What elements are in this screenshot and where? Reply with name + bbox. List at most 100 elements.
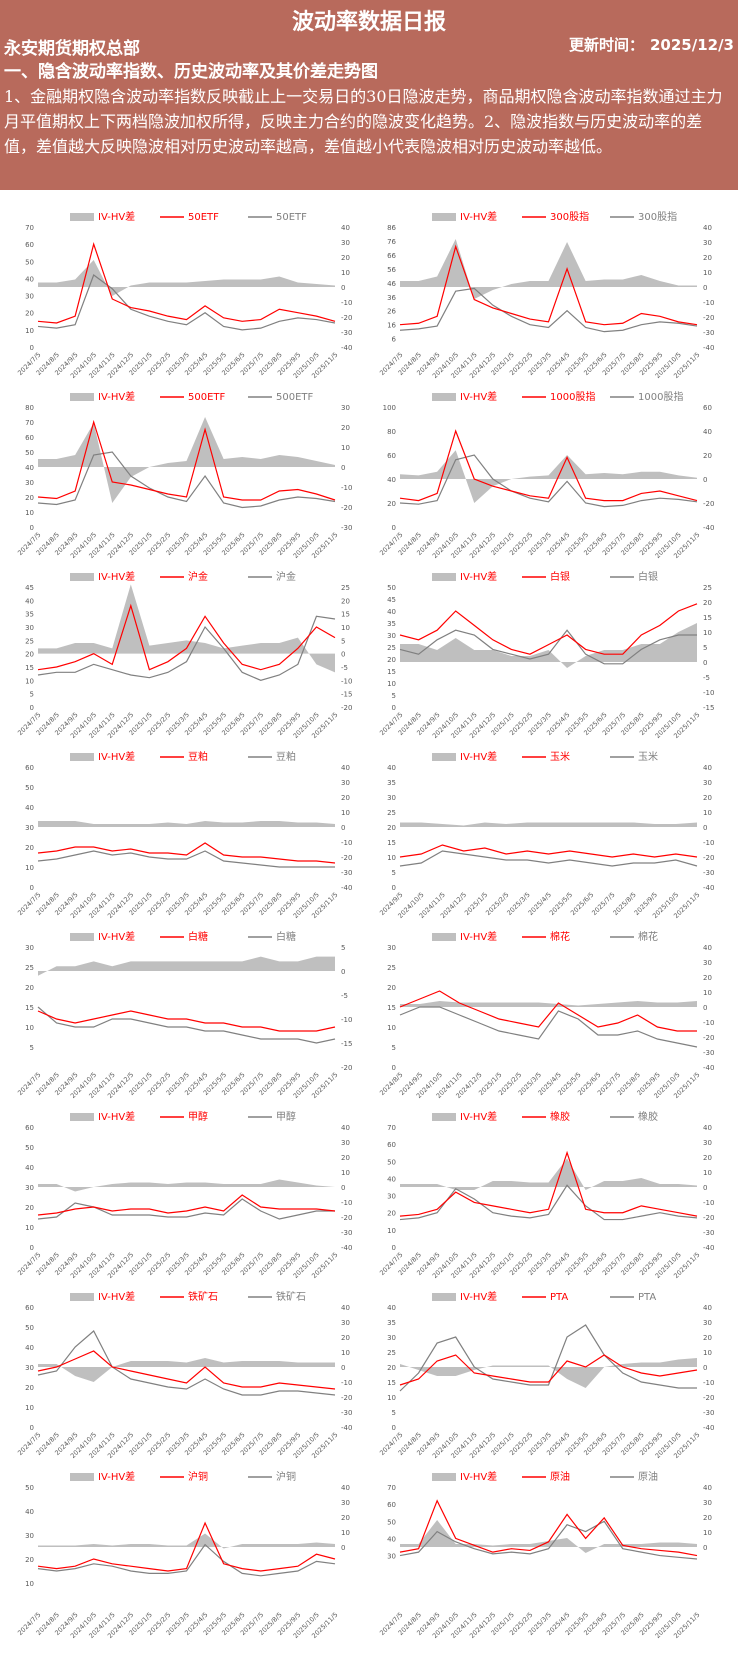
hv-line xyxy=(399,454,698,508)
y2-tick-label: -10 xyxy=(341,484,352,492)
iv-line xyxy=(37,603,336,671)
y2-tick-label: -40 xyxy=(703,884,714,892)
chart-沪铜: 10 20 30 40 50 0 10 20 30 40 2024/7/5 2024/8/5 2024/… xyxy=(10,1465,369,1655)
y-tick-label: 0 xyxy=(30,704,34,712)
y-tick-label: 50 xyxy=(387,584,396,592)
y-tick-label: 30 xyxy=(25,1532,34,1540)
y2-tick-label: 20 xyxy=(341,1514,350,1522)
y2-tick-label: 20 xyxy=(703,794,712,802)
y-tick-label: 50 xyxy=(25,449,34,457)
legend-label: 玉米 xyxy=(638,750,658,763)
chart-svg: 30405060700102030402024/7/52024/8/52024/… xyxy=(378,1470,712,1640)
y2-tick-label: -20 xyxy=(341,1064,352,1072)
hv-line xyxy=(37,1330,336,1396)
y-tick-label: 20 xyxy=(25,494,34,502)
y-tick-label: 50 xyxy=(25,1144,34,1152)
y-tick-label: 30 xyxy=(387,1193,396,1201)
y-tick-label: 0 xyxy=(392,1244,396,1252)
y-tick-label: 60 xyxy=(25,434,34,442)
diff-area xyxy=(38,821,335,827)
legend-label: IV-HV差 xyxy=(98,210,135,223)
y-tick-label: 25 xyxy=(387,964,396,972)
iv-line xyxy=(399,429,698,502)
y-tick-label: 20 xyxy=(387,1364,396,1372)
y2-tick-label: -10 xyxy=(703,299,714,307)
y2-tick-label: 20 xyxy=(703,1514,712,1522)
diff-area xyxy=(400,450,697,503)
y2-tick-label: -20 xyxy=(341,314,352,322)
y-tick-label: 45 xyxy=(387,596,396,604)
update-date: 2025/12/3 xyxy=(649,36,734,54)
y-tick-label: 60 xyxy=(25,764,34,772)
y2-tick-label: 20 xyxy=(341,597,350,605)
y2-tick-label: 20 xyxy=(703,1334,712,1342)
chart-svg: 05101520253035404550-15-10-5051015202520… xyxy=(378,570,714,740)
y2-tick-label: 0 xyxy=(341,1544,345,1552)
legend-label: 橡胶 xyxy=(638,1110,658,1123)
y2-tick-label: 0 xyxy=(703,659,707,667)
chart-svg: 010203040506070-40-30-20-100102030402024… xyxy=(16,210,352,380)
y2-tick-label: -40 xyxy=(341,344,352,352)
y2-tick-label: 30 xyxy=(341,404,350,412)
y-tick-label: 30 xyxy=(25,1364,34,1372)
y2-tick-label: -20 xyxy=(703,1034,714,1042)
y-tick-label: 40 xyxy=(387,764,396,772)
y-tick-label: 20 xyxy=(387,1210,396,1218)
chart-500ETF: 0 10 20 30 40 50 60 70 80 -30 -20 -10 0 10 20 30 2024/7/… xyxy=(10,385,369,575)
iv-line xyxy=(37,1010,336,1032)
y-tick-label: 40 xyxy=(25,1344,34,1352)
hv-line xyxy=(399,850,698,867)
iv-line xyxy=(37,419,336,501)
legend-label: PTA xyxy=(638,1292,656,1303)
iv-line xyxy=(399,603,698,655)
y-tick-label: 15 xyxy=(25,664,34,672)
y2-tick-label: 20 xyxy=(341,1334,350,1342)
legend-label: IV-HV差 xyxy=(460,1470,497,1483)
y-tick-label: 25 xyxy=(387,809,396,817)
y2-tick-label: -30 xyxy=(703,1409,714,1417)
y-tick-label: 35 xyxy=(387,620,396,628)
y2-tick-label: 0 xyxy=(341,1364,345,1372)
y-tick-label: 50 xyxy=(25,784,34,792)
legend-label: IV-HV差 xyxy=(460,750,497,763)
y2-tick-label: 10 xyxy=(341,444,350,452)
y-tick-label: 10 xyxy=(25,1404,34,1412)
y2-tick-label: 20 xyxy=(703,599,712,607)
legend: IV-HV差 300股指 300股指 xyxy=(432,210,677,223)
y2-tick-label: -20 xyxy=(703,314,714,322)
y2-tick-label: 40 xyxy=(703,1484,712,1492)
y-tick-label: 40 xyxy=(25,804,34,812)
diff-area xyxy=(400,1358,697,1388)
y2-tick-label: 5 xyxy=(341,637,345,645)
y-tick-label: 60 xyxy=(25,1304,34,1312)
y-tick-label: 20 xyxy=(25,844,34,852)
y-tick-label: 100 xyxy=(383,404,396,412)
hv-line xyxy=(37,1198,335,1220)
legend-diff-swatch xyxy=(432,393,456,401)
legend-label: 1000股指 xyxy=(550,390,595,403)
legend-label: 50ETF xyxy=(276,212,307,223)
y2-tick-label: 10 xyxy=(703,1169,712,1177)
y-tick-label: 0 xyxy=(30,1244,34,1252)
y2-tick-label: -20 xyxy=(341,1214,352,1222)
y-tick-label: 0 xyxy=(392,704,396,712)
y2-tick-label: -40 xyxy=(703,524,714,532)
hv-line xyxy=(399,287,698,333)
y2-tick-label: -10 xyxy=(341,299,352,307)
diff-area xyxy=(400,623,697,668)
y2-tick-label: 0 xyxy=(703,1184,707,1192)
legend-label: 橡胶 xyxy=(550,1110,570,1123)
legend-diff-swatch xyxy=(70,1473,94,1481)
y-tick-label: 56 xyxy=(387,266,396,274)
y2-tick-label: -20 xyxy=(703,1394,714,1402)
y2-tick-label: 30 xyxy=(341,1319,350,1327)
y2-tick-label: 40 xyxy=(703,1304,712,1312)
y2-tick-label: -20 xyxy=(341,854,352,862)
hv-line xyxy=(37,451,336,509)
y-tick-label: 70 xyxy=(25,224,34,232)
legend-label: IV-HV差 xyxy=(460,210,497,223)
y-tick-label: 40 xyxy=(25,275,34,283)
y2-tick-label: 10 xyxy=(341,1349,350,1357)
chart-svg: 010203040506070-40-30-20-100102030402024… xyxy=(378,1110,714,1280)
y2-tick-label: 0 xyxy=(341,651,345,659)
